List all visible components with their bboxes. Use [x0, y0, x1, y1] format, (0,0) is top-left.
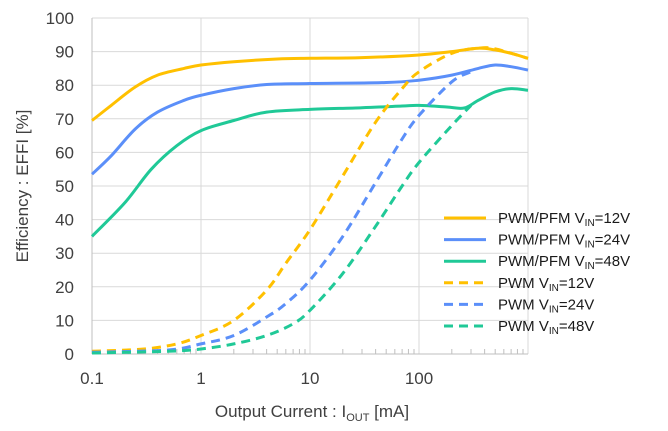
legend-label-value: =12V — [559, 275, 594, 292]
x-axis-label-suffix: [mA] — [369, 402, 409, 421]
legend-label-sub: IN — [549, 326, 559, 337]
x-axis-label-main: Output Current : I — [215, 402, 346, 421]
x-axis-label: Output Current : IOUT [mA] — [215, 402, 409, 424]
legend-label-sub: IN — [549, 283, 559, 294]
x-axis-ticks: 0.1 1 10 100 — [80, 369, 433, 388]
legend-label-main: PWM V — [498, 318, 549, 335]
legend-label-main: PWM/PFM V — [498, 232, 585, 249]
y-tick-label: 90 — [55, 43, 74, 62]
y-tick-label: 80 — [55, 76, 74, 95]
y-axis-ticks: 0 10 20 30 40 50 60 70 80 90 100 — [46, 9, 74, 364]
y-tick-label: 30 — [55, 244, 74, 263]
legend-label: PWM VIN=24V — [498, 296, 594, 315]
series-line — [91, 46, 529, 353]
x-axis-label-sub: OUT — [346, 412, 370, 424]
legend-label: PWM VIN=48V — [498, 318, 594, 337]
y-tick-label: 70 — [55, 110, 74, 129]
grid-lines — [92, 17, 529, 354]
y-axis-label: Efficiency : EFFI [%] — [13, 110, 32, 263]
legend-label-sub: IN — [549, 304, 559, 315]
legend-label-value: =12V — [595, 210, 630, 227]
y-tick-label: 10 — [55, 311, 74, 330]
series-line — [91, 70, 472, 354]
legend-label-value: =24V — [595, 232, 630, 249]
legend-label: PWM/PFM VIN=48V — [498, 253, 630, 272]
legend-label-value: =48V — [595, 253, 630, 270]
series-layer — [90, 46, 529, 355]
series-line — [90, 87, 529, 238]
y-tick-label: 40 — [55, 211, 74, 230]
legend-label-sub: IN — [585, 261, 595, 272]
legend-label-main: PWM/PFM V — [498, 253, 585, 270]
x-tick-label: 0.1 — [80, 369, 104, 388]
plot-frame — [91, 18, 528, 355]
y-tick-label: 20 — [55, 278, 74, 297]
series-line — [91, 104, 473, 355]
x-tick-label: 100 — [405, 369, 433, 388]
legend-label-main: PWM/PFM V — [498, 210, 585, 227]
legend-label-sub: IN — [585, 240, 595, 251]
legend-label: PWM/PFM VIN=24V — [498, 232, 630, 251]
y-tick-label: 0 — [65, 345, 74, 364]
series-line — [90, 63, 529, 176]
x-tick-label: 1 — [196, 369, 205, 388]
legend-label-main: PWM V — [498, 296, 549, 313]
legend-label-value: =24V — [559, 296, 594, 313]
legend-label-value: =48V — [559, 318, 594, 335]
legend-label: PWM VIN=12V — [498, 275, 594, 294]
y-tick-label: 50 — [55, 177, 74, 196]
legend-label-sub: IN — [585, 218, 595, 229]
y-tick-label: 100 — [46, 9, 74, 28]
legend-label-main: PWM V — [498, 275, 549, 292]
x-tick-label: 10 — [301, 369, 320, 388]
legend-label: PWM/PFM VIN=12V — [498, 210, 630, 229]
y-tick-label: 60 — [55, 143, 74, 162]
